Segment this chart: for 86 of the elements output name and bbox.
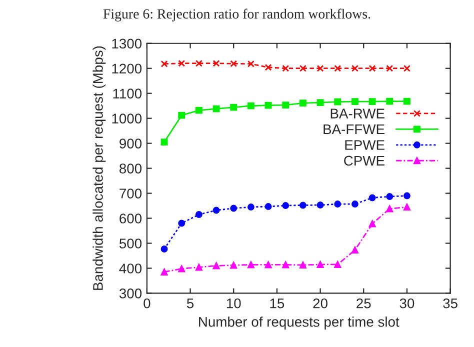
point: [386, 193, 394, 200]
point: [299, 100, 306, 107]
point: [368, 194, 376, 202]
point: [160, 138, 168, 146]
point: [178, 220, 186, 227]
point: [264, 64, 272, 71]
y-tick-label: 700: [120, 188, 142, 198]
point: [316, 202, 324, 208]
y-tick-label: 1300: [112, 38, 142, 49]
point: [195, 60, 202, 67]
point: [299, 64, 306, 72]
point: [264, 203, 272, 210]
x-tick-label: 0: [144, 298, 150, 308]
point: [386, 205, 394, 212]
x-tick-label: 35: [443, 298, 458, 308]
point: [230, 60, 238, 68]
point: [334, 200, 342, 208]
point: [230, 104, 238, 111]
point: [351, 200, 358, 208]
point: [195, 211, 202, 218]
point: [316, 64, 324, 72]
x-tick-label: 25: [356, 298, 371, 308]
point: [230, 262, 238, 269]
point: [212, 206, 220, 214]
point: [316, 99, 324, 106]
point: [316, 261, 324, 268]
point: [403, 64, 410, 72]
point: [195, 264, 202, 271]
point: [212, 60, 220, 67]
point: [386, 64, 394, 72]
x-tick-label: 10: [226, 298, 241, 308]
point: [334, 261, 342, 268]
point: [160, 268, 168, 276]
y-axis-title: Bandwidth allocated per request (Mbps): [92, 46, 106, 290]
point: [247, 261, 254, 268]
point: [264, 261, 272, 268]
point: [178, 60, 186, 67]
y-tick-label: 400: [119, 264, 142, 274]
point: [178, 265, 186, 272]
point: [264, 102, 272, 109]
point: [282, 261, 290, 268]
point: [212, 262, 220, 270]
point: [299, 202, 306, 209]
point: [282, 202, 290, 209]
point: [351, 246, 358, 254]
point: [282, 102, 290, 109]
point: [351, 98, 358, 106]
point: [403, 192, 410, 200]
legend-label: BA-RWE: [330, 108, 384, 118]
point: [368, 220, 376, 228]
point: [178, 112, 186, 119]
point: [334, 98, 342, 106]
point: [195, 106, 202, 114]
legend-label: CPWE: [344, 156, 384, 166]
point: [403, 204, 410, 210]
x-axis-title: Number of requests per time slot: [199, 316, 400, 330]
y-tick-label: 800: [120, 164, 142, 174]
x-tick-label: 20: [313, 298, 328, 308]
y-tick-label: 600: [120, 214, 142, 224]
x-tick-label: 30: [400, 298, 414, 308]
point: [403, 98, 410, 105]
x-tick-label: 5: [186, 298, 194, 308]
y-tick-label: 1000: [112, 114, 142, 124]
point: [160, 246, 168, 252]
point: [160, 60, 168, 68]
point: [334, 64, 342, 72]
point: [247, 204, 254, 210]
legend-label: EPWE: [345, 140, 384, 150]
point: [247, 102, 254, 110]
x-tick-label: 15: [270, 298, 284, 308]
point: [386, 98, 394, 105]
point: [299, 262, 306, 268]
legend-label: BA-FFWE: [324, 124, 384, 134]
point: [282, 64, 290, 72]
point: [368, 64, 376, 72]
y-tick-label: 500: [119, 238, 142, 248]
caption: Figure 6: Rejection ratio for random workflows.: [103, 8, 370, 22]
y-tick-label: 300: [119, 288, 142, 298]
point: [351, 64, 358, 72]
point: [247, 60, 254, 68]
point: [230, 204, 238, 212]
y-tick-label: 1200: [112, 64, 142, 74]
point: [368, 98, 376, 106]
point: [212, 105, 220, 112]
y-tick-label: 1100: [113, 88, 142, 99]
y-tick-label: 900: [120, 138, 142, 148]
